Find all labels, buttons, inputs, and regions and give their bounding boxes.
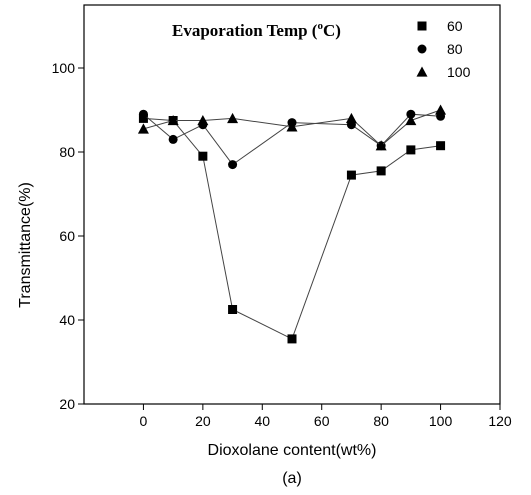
x-tick-label: 120 xyxy=(488,413,512,429)
y-tick-label: 80 xyxy=(59,144,75,160)
data-point-60 xyxy=(287,334,297,344)
data-point-60 xyxy=(376,166,386,176)
series-line-60 xyxy=(143,117,441,340)
x-tick-label: 40 xyxy=(254,413,270,429)
legend-marker-80 xyxy=(417,44,427,54)
x-tick-label: 0 xyxy=(140,413,148,429)
data-point-100 xyxy=(405,115,417,126)
data-point-100 xyxy=(167,115,179,126)
data-point-100 xyxy=(375,140,387,151)
legend-entry-60: 60 xyxy=(447,18,463,34)
x-tick-label: 20 xyxy=(195,413,211,429)
figure-caption: (a) xyxy=(282,470,302,487)
series-80 xyxy=(138,109,446,170)
data-point-60 xyxy=(228,305,238,314)
y-tick-label: 100 xyxy=(52,60,76,76)
series-100 xyxy=(137,104,447,151)
x-axis-label: Dioxolane content(wt%) xyxy=(208,442,377,459)
data-point-100 xyxy=(137,123,149,134)
legend-title: Evaporation Temp (oC) xyxy=(172,20,341,40)
legend: Evaporation Temp (oC) 60 80 100 xyxy=(172,18,471,80)
data-point-60 xyxy=(436,141,446,151)
legend-entry-80: 80 xyxy=(447,41,463,57)
y-tick-label: 60 xyxy=(59,228,75,244)
data-point-60 xyxy=(406,145,416,155)
data-point-100 xyxy=(345,112,357,124)
plot-frame xyxy=(83,4,501,405)
x-tick-label: 100 xyxy=(429,413,453,429)
legend-entry-100: 100 xyxy=(447,64,471,80)
data-point-100 xyxy=(286,121,298,132)
data-point-80 xyxy=(406,109,416,119)
x-tick-label: 60 xyxy=(314,413,330,429)
data-point-80 xyxy=(228,160,238,170)
data-point-100 xyxy=(227,112,239,124)
y-tick-label: 40 xyxy=(59,312,75,328)
data-point-80 xyxy=(168,134,178,144)
y-tick-label: 20 xyxy=(59,396,75,412)
data-point-60 xyxy=(346,170,356,180)
series-60 xyxy=(138,113,446,344)
data-point-80 xyxy=(138,109,148,119)
legend-marker-100 xyxy=(416,66,428,77)
data-point-60 xyxy=(198,151,208,161)
x-tick-label: 80 xyxy=(373,413,389,429)
data-point-100 xyxy=(197,115,209,126)
legend-marker-60 xyxy=(417,21,427,31)
y-axis-label: Transmittance(%) xyxy=(17,182,34,308)
data-point-100 xyxy=(435,104,447,115)
